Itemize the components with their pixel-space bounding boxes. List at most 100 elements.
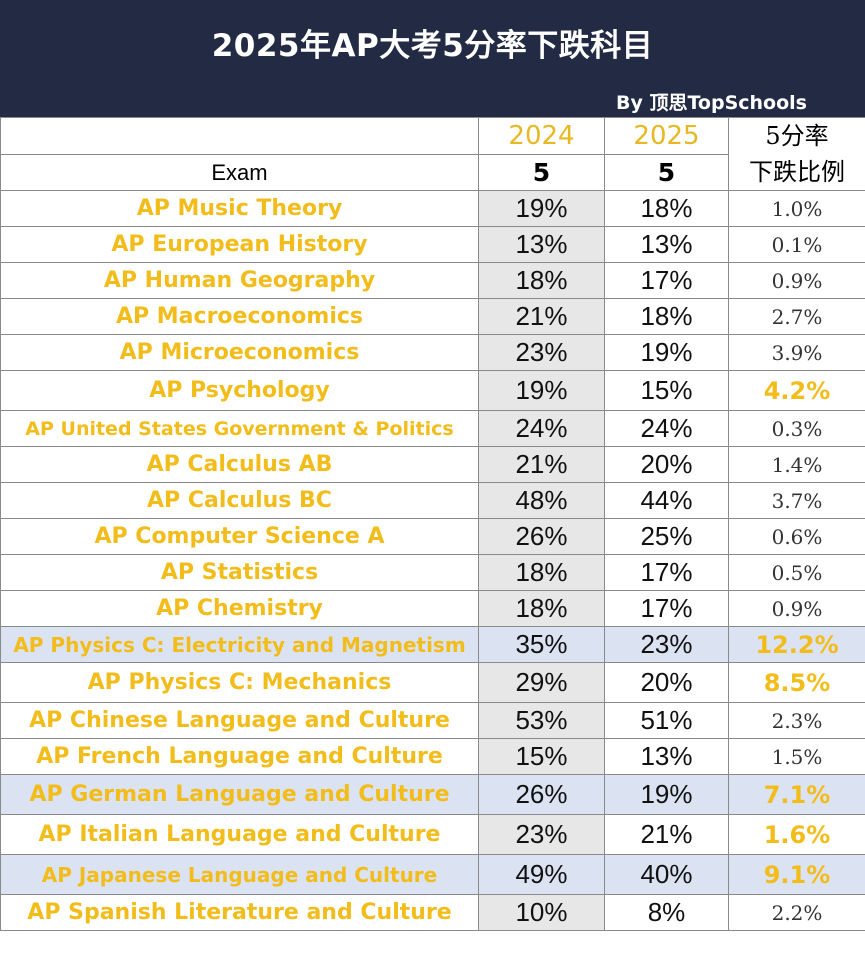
title-banner: 2025年AP大考5分率下跌科目 By 顶思TopSchools	[0, 0, 865, 117]
ap-score-table: 2024 2025 5分率 下跌比例 Exam 5 5 AP Music The…	[0, 117, 865, 931]
score-2024-cell: 26%	[478, 518, 605, 555]
table-row: AP Psychology 19% 15% 4.2%	[0, 370, 865, 411]
drop-ratio-cell: 7.1%	[728, 774, 865, 815]
exam-name-cell: AP Statistics	[0, 554, 479, 591]
score-2025-cell: 23%	[604, 626, 729, 663]
score-2024-cell: 26%	[478, 774, 605, 815]
drop-ratio-cell: 8.5%	[728, 662, 865, 703]
score-2024-cell: 35%	[478, 626, 605, 663]
table-row: AP Calculus AB 21% 20% 1.4%	[0, 446, 865, 483]
exam-name-cell: AP Macroeconomics	[0, 298, 479, 335]
drop-ratio-cell: 2.3%	[728, 702, 865, 739]
header-year-2025: 2025	[604, 117, 729, 155]
score-2025-cell: 40%	[604, 854, 729, 895]
page-title: 2025年AP大考5分率下跌科目	[211, 28, 654, 64]
score-2025-cell: 25%	[604, 518, 729, 555]
score-2024-cell: 10%	[478, 894, 605, 931]
table-row: AP Physics C: Mechanics 29% 20% 8.5%	[0, 662, 865, 703]
exam-name-cell: AP European History	[0, 226, 479, 263]
score-2024-cell: 18%	[478, 590, 605, 627]
table-row: AP Macroeconomics 21% 18% 2.7%	[0, 298, 865, 335]
exam-name-cell: AP Italian Language and Culture	[0, 814, 479, 855]
drop-ratio-cell: 0.3%	[728, 410, 865, 447]
exam-name-cell: AP Physics C: Electricity and Magnetism	[0, 626, 479, 663]
score-2025-cell: 17%	[604, 554, 729, 591]
drop-ratio-cell: 3.7%	[728, 482, 865, 519]
score-2024-cell: 19%	[478, 370, 605, 411]
score-2024-cell: 53%	[478, 702, 605, 739]
table-row: AP United States Government & Politics 24…	[0, 410, 865, 447]
drop-ratio-cell: 9.1%	[728, 854, 865, 895]
drop-ratio-cell: 1.5%	[728, 738, 865, 775]
score-2025-cell: 13%	[604, 738, 729, 775]
exam-name-cell: AP Chinese Language and Culture	[0, 702, 479, 739]
exam-name-cell: AP Psychology	[0, 370, 479, 411]
score-2025-cell: 15%	[604, 370, 729, 411]
drop-ratio-cell: 3.9%	[728, 334, 865, 371]
header-exam: Exam	[0, 154, 479, 191]
drop-ratio-cell: 0.6%	[728, 518, 865, 555]
score-2024-cell: 18%	[478, 554, 605, 591]
score-2025-cell: 51%	[604, 702, 729, 739]
exam-name-cell: AP Music Theory	[0, 190, 479, 227]
header-year-2024: 2024	[478, 117, 605, 155]
score-2025-cell: 44%	[604, 482, 729, 519]
score-2024-cell: 29%	[478, 662, 605, 703]
score-2025-cell: 19%	[604, 334, 729, 371]
table-row: AP Chinese Language and Culture 53% 51% 2.3…	[0, 702, 865, 739]
score-2025-cell: 20%	[604, 446, 729, 483]
exam-name-cell: AP Calculus AB	[0, 446, 479, 483]
table-row: AP Statistics 18% 17% 0.5%	[0, 554, 865, 591]
drop-ratio-cell: 1.0%	[728, 190, 865, 227]
score-2025-cell: 17%	[604, 262, 729, 299]
header-drop-line1: 5分率	[765, 122, 829, 150]
score-2025-cell: 24%	[604, 410, 729, 447]
drop-ratio-cell: 2.2%	[728, 894, 865, 931]
drop-ratio-cell: 0.5%	[728, 554, 865, 591]
table-row: AP Italian Language and Culture 23% 21% 1.6…	[0, 814, 865, 855]
exam-name-cell: AP Chemistry	[0, 590, 479, 627]
drop-ratio-cell: 0.9%	[728, 590, 865, 627]
exam-name-cell: AP Spanish Literature and Culture	[0, 894, 479, 931]
exam-name-cell: AP Microeconomics	[0, 334, 479, 371]
drop-ratio-cell: 2.7%	[728, 298, 865, 335]
exam-name-cell: AP Human Geography	[0, 262, 479, 299]
table-row: AP Physics C: Electricity and Magnetism 3…	[0, 626, 865, 663]
exam-name-cell: AP Computer Science A	[0, 518, 479, 555]
score-2024-cell: 49%	[478, 854, 605, 895]
score-2024-cell: 19%	[478, 190, 605, 227]
exam-name-cell: AP French Language and Culture	[0, 738, 479, 775]
score-2025-cell: 8%	[604, 894, 729, 931]
exam-name-cell: AP United States Government & Politics	[0, 410, 479, 447]
score-2024-cell: 15%	[478, 738, 605, 775]
score-2024-cell: 23%	[478, 814, 605, 855]
table-row: AP Computer Science A 26% 25% 0.6%	[0, 518, 865, 555]
header-drop-ratio: 5分率 下跌比例	[728, 117, 865, 191]
drop-ratio-cell: 12.2%	[728, 626, 865, 663]
table-row: AP Microeconomics 23% 19% 3.9%	[0, 334, 865, 371]
drop-ratio-cell: 1.4%	[728, 446, 865, 483]
exam-name-cell: AP Physics C: Mechanics	[0, 662, 479, 703]
byline: By 顶思TopSchools	[616, 92, 807, 114]
score-2024-cell: 24%	[478, 410, 605, 447]
table-row: AP Chemistry 18% 17% 0.9%	[0, 590, 865, 627]
table-row: AP Calculus BC 48% 44% 3.7%	[0, 482, 865, 519]
header-drop-line2: 下跌比例	[749, 158, 845, 186]
score-2025-cell: 20%	[604, 662, 729, 703]
table-row: AP Japanese Language and Culture 49% 40% 9.…	[0, 854, 865, 895]
header-blank	[0, 117, 479, 155]
score-2025-cell: 18%	[604, 298, 729, 335]
header-score-2025: 5	[604, 154, 729, 191]
score-2025-cell: 17%	[604, 590, 729, 627]
drop-ratio-cell: 1.6%	[728, 814, 865, 855]
table-row: AP Spanish Literature and Culture 10% 8% 2.…	[0, 894, 865, 931]
drop-ratio-cell: 0.9%	[728, 262, 865, 299]
score-2025-cell: 19%	[604, 774, 729, 815]
score-2024-cell: 13%	[478, 226, 605, 263]
score-2025-cell: 18%	[604, 190, 729, 227]
table-row: AP Human Geography 18% 17% 0.9%	[0, 262, 865, 299]
header-score-2024: 5	[478, 154, 605, 191]
exam-name-cell: AP German Language and Culture	[0, 774, 479, 815]
drop-ratio-cell: 0.1%	[728, 226, 865, 263]
table-body: AP Music Theory 19% 18% 1.0% AP European His…	[0, 190, 865, 931]
